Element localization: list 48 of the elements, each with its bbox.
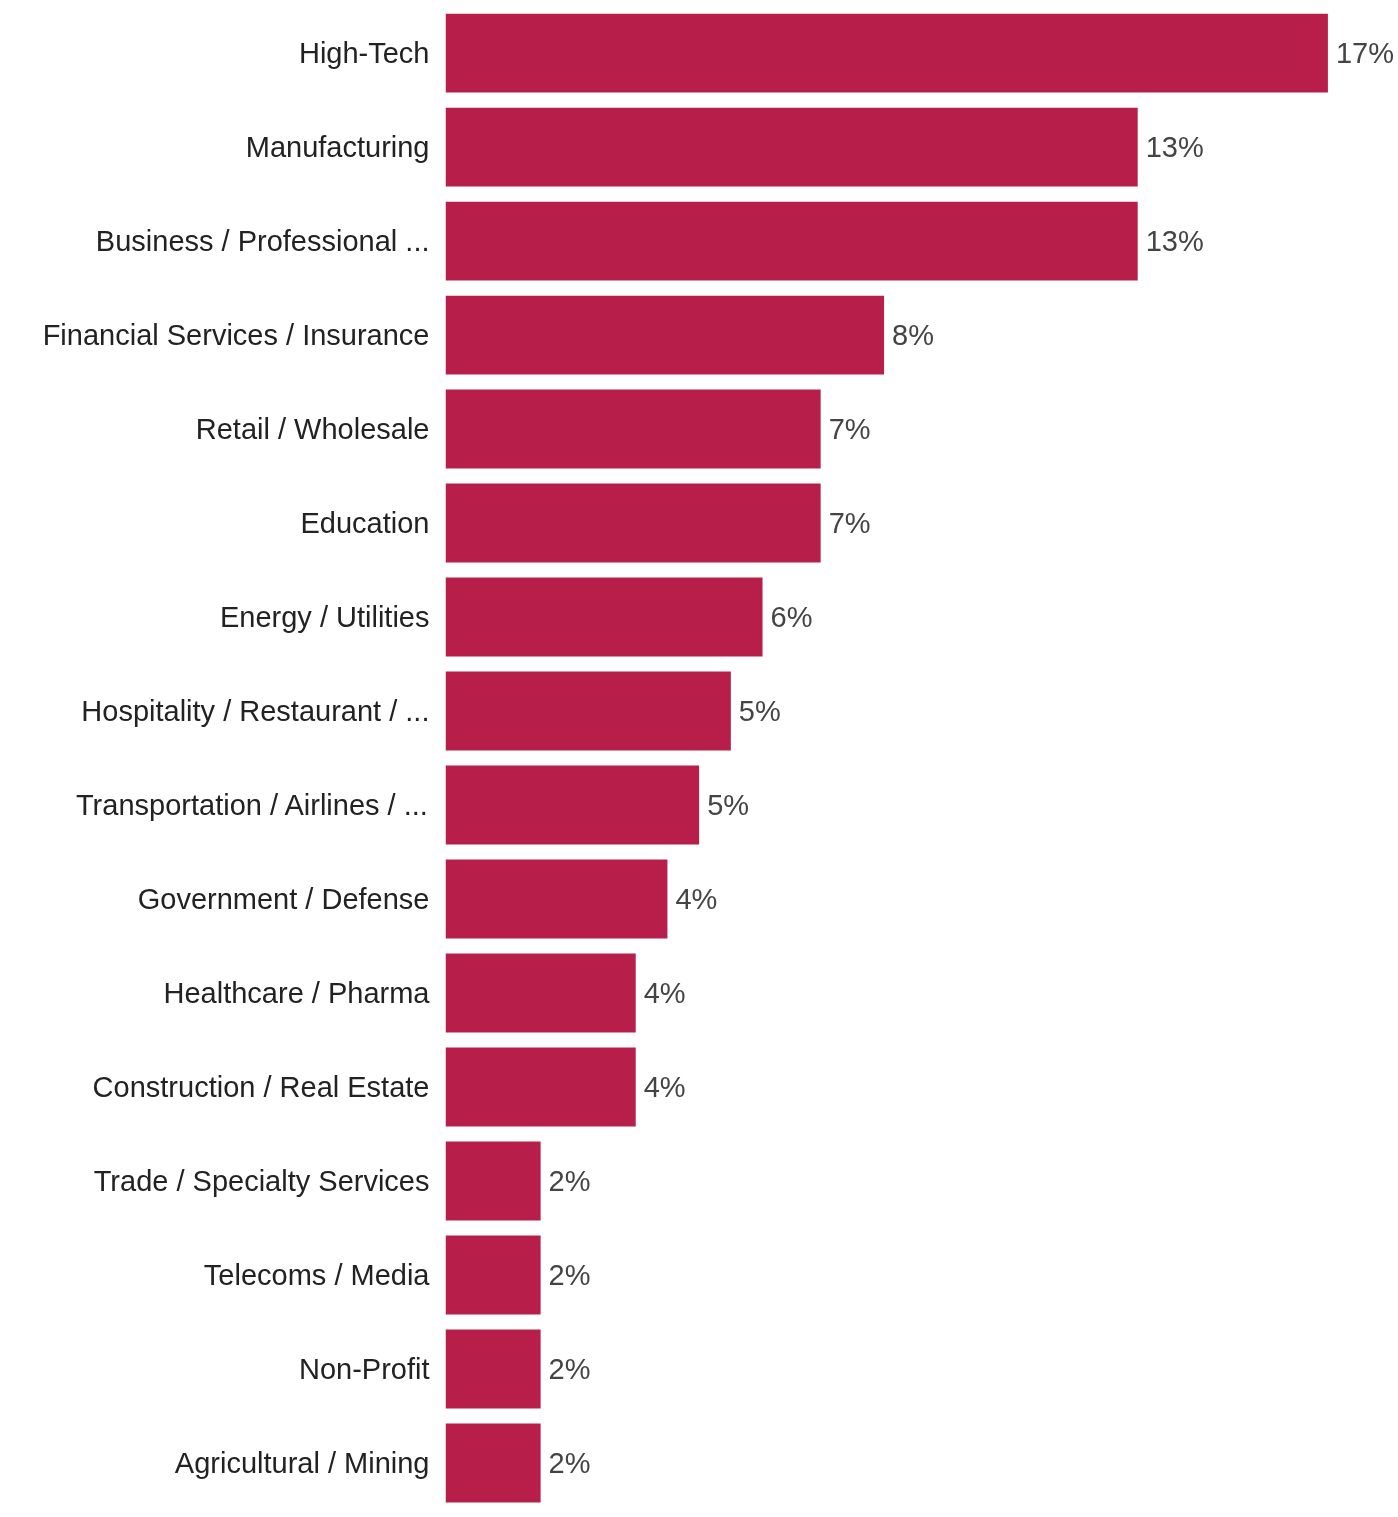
bar [445,859,668,939]
bar [445,13,1328,93]
data-label: 13% [1145,225,1204,258]
bar [445,1423,541,1503]
bar [445,201,1138,281]
y-tick-label: Manufacturing [245,131,430,164]
bar [445,389,821,469]
bar [445,671,731,751]
y-tick-label: Government / Defense [137,883,430,916]
data-label: 7% [828,507,871,540]
bar [445,483,821,563]
bar [445,1235,541,1315]
bar [445,953,636,1033]
data-label: 2% [548,1259,591,1292]
data-label: 17% [1335,37,1394,70]
bar [445,765,700,845]
y-tick-label: Retail / Wholesale [195,413,430,446]
y-tick-label: Energy / Utilities [219,601,430,634]
bar [445,577,763,657]
y-tick-label: Construction / Real Estate [92,1071,430,1104]
bar [445,1329,541,1409]
data-label: 6% [770,601,813,634]
data-label: 7% [828,413,871,446]
data-label: 4% [675,883,718,916]
data-label: 4% [643,977,686,1010]
y-tick-label: Financial Services / Insurance [42,319,430,352]
y-tick-label: Agricultural / Mining [174,1446,430,1479]
data-label: 13% [1145,131,1204,164]
y-tick-label: Healthcare / Pharma [163,977,431,1010]
y-tick-label: High-Tech [298,37,430,70]
bar [445,1047,636,1127]
y-tick-label: Education [300,507,430,540]
y-tick-label: Transportation / Airlines / ... [75,789,428,822]
data-label: 5% [707,789,750,822]
y-tick-label: Trade / Specialty Services [93,1165,430,1198]
y-tick-label: Business / Professional ... [95,225,430,258]
bar [445,1141,541,1221]
data-label: 2% [548,1353,591,1385]
data-label: 2% [548,1446,591,1479]
data-label: 5% [738,695,781,728]
data-label: 8% [892,319,934,352]
data-label: 4% [643,1071,686,1104]
bar [445,107,1138,187]
y-tick-label: Telecoms / Media [203,1259,431,1292]
y-tick-label: Hospitality / Restaurant / ... [81,695,430,728]
bar [445,295,885,375]
data-label: 2% [548,1165,591,1198]
y-tick-label: Non-Profit [298,1353,430,1385]
